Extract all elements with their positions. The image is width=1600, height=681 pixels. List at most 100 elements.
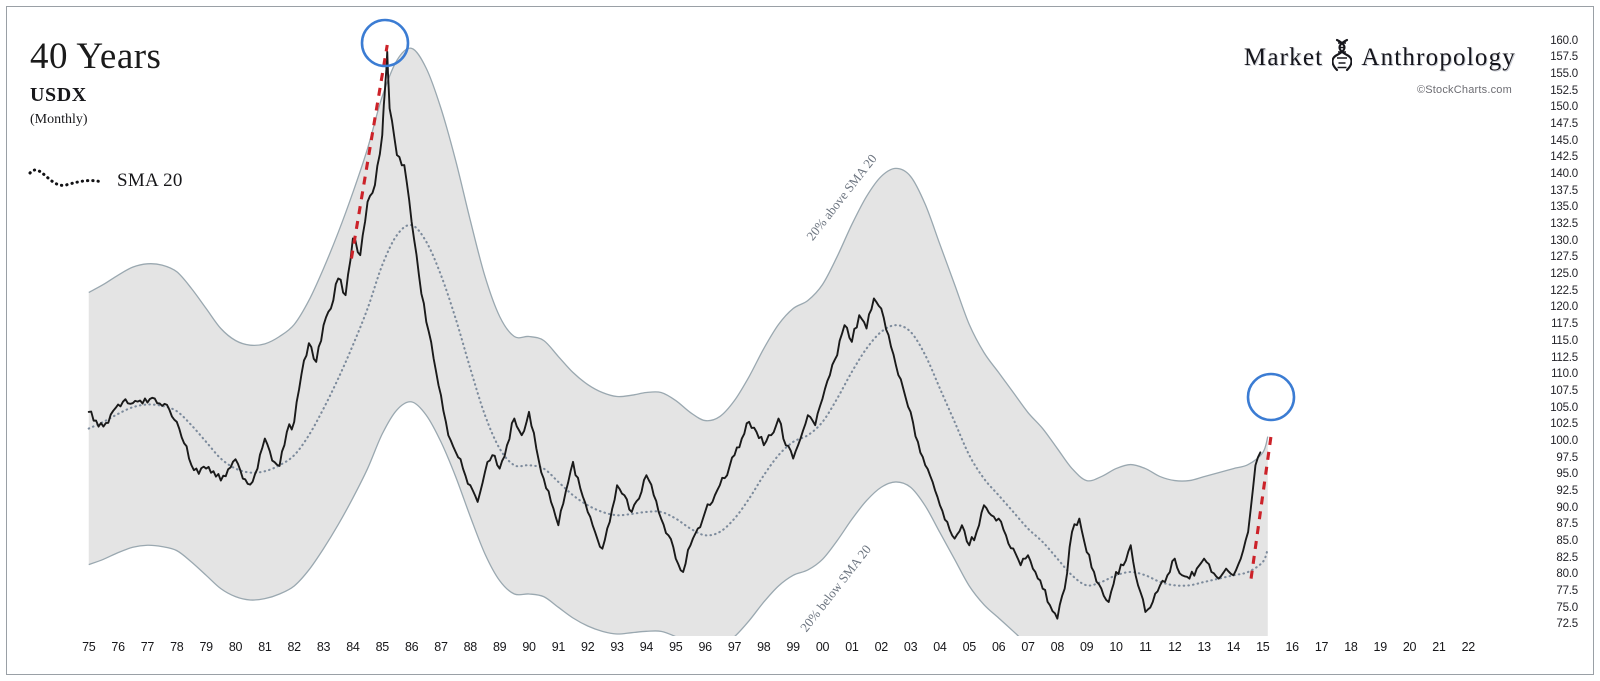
x-axis-tick: 11 <box>1139 640 1152 654</box>
dna-helix-icon <box>1331 38 1353 77</box>
y-axis-tick: 90.0 <box>1556 501 1578 514</box>
x-axis-tick: 22 <box>1461 640 1476 654</box>
y-axis-tick: 97.5 <box>1556 451 1578 464</box>
x-axis-tick: 93 <box>610 640 624 654</box>
y-axis-tick: 87.5 <box>1556 518 1578 531</box>
x-axis-tick: 90 <box>522 640 536 654</box>
x-axis-tick: 10 <box>1109 640 1123 654</box>
x-axis-tick: 81 <box>258 640 272 654</box>
legend-sma-label: SMA 20 <box>117 169 183 191</box>
y-axis-tick: 127.5 <box>1550 251 1578 264</box>
y-axis-tick: 137.5 <box>1550 184 1578 197</box>
y-axis-tick: 112.5 <box>1551 351 1578 364</box>
brand-word-anthropology: Anthropology <box>1361 43 1516 71</box>
y-axis-tick: 157.5 <box>1550 51 1578 64</box>
y-axis-tick: 107.5 <box>1550 384 1578 397</box>
x-axis-tick: 09 <box>1080 640 1094 654</box>
x-axis-tick: 87 <box>434 640 448 654</box>
y-axis-tick: 135.0 <box>1550 201 1578 214</box>
x-axis-tick: 12 <box>1168 640 1182 654</box>
x-axis-tick: 83 <box>316 640 331 654</box>
x-axis-tick: 21 <box>1432 640 1446 654</box>
y-axis-tick: 147.5 <box>1550 118 1578 131</box>
x-axis-tick: 05 <box>962 640 977 654</box>
y-axis-tick: 145.0 <box>1550 134 1578 147</box>
y-axis-tick: 80.0 <box>1556 568 1578 581</box>
x-axis-tick: 97 <box>727 640 742 654</box>
y-axis-tick: 132.5 <box>1550 218 1578 231</box>
x-axis-tick: 06 <box>991 640 1006 654</box>
x-axis-tick: 84 <box>346 640 360 654</box>
rally-2015-circle <box>1246 372 1296 422</box>
x-axis-tick: 03 <box>903 640 918 654</box>
stockcharts-credit: ©StockCharts.com <box>1416 84 1512 96</box>
y-axis-tick: 130.0 <box>1550 234 1578 247</box>
x-axis-tick: 16 <box>1285 640 1299 654</box>
y-axis-tick: 140.0 <box>1550 168 1578 181</box>
y-axis-tick: 150.0 <box>1550 101 1578 114</box>
y-axis: 160.0 157.5 155.0 152.5 150.0 147.5 145.0 142.5… <box>1518 0 1590 681</box>
x-axis-tick: 82 <box>287 640 302 654</box>
y-axis-tick: 75.0 <box>1556 601 1578 614</box>
y-axis-tick: 155.0 <box>1550 68 1578 81</box>
y-axis-tick: 105.0 <box>1550 401 1578 414</box>
x-axis-tick: 08 <box>1050 640 1065 654</box>
y-axis-tick: 142.5 <box>1550 151 1578 164</box>
x-axis-tick: 94 <box>639 640 654 654</box>
x-axis-tick: 01 <box>845 640 859 654</box>
y-axis-tick: 122.5 <box>1550 284 1578 297</box>
y-axis-tick: 115.0 <box>1551 334 1578 347</box>
peak-1985-circle <box>360 18 410 68</box>
brand-word-market: Market <box>1243 43 1324 71</box>
y-axis-tick: 100.0 <box>1550 434 1578 447</box>
x-axis-tick: 95 <box>669 640 683 654</box>
brand-logo: Market Anthrop <box>1244 38 1516 96</box>
x-axis-tick: 77 <box>140 640 155 654</box>
x-axis-tick: 76 <box>111 640 125 654</box>
x-axis-tick: 86 <box>404 640 419 654</box>
x-axis-tick: 85 <box>375 640 390 654</box>
x-axis-tick: 80 <box>228 640 243 654</box>
x-axis-tick: 96 <box>698 640 712 654</box>
x-axis-tick: 88 <box>463 640 478 654</box>
x-axis-tick: 99 <box>786 640 801 654</box>
x-axis-tick: 13 <box>1197 640 1211 654</box>
x-axis-tick: 92 <box>581 640 595 654</box>
y-axis-tick: 72.5 <box>1556 618 1578 631</box>
x-axis-tick: 17 <box>1314 640 1329 654</box>
symbol-label: USDX <box>30 84 87 106</box>
x-axis-tick: 75 <box>82 640 96 654</box>
y-axis-tick: 152.5 <box>1550 84 1578 97</box>
x-axis-tick: 91 <box>551 640 566 654</box>
x-axis-tick: 04 <box>933 640 947 654</box>
y-axis-tick: 117.5 <box>1551 318 1578 331</box>
x-axis-tick: 18 <box>1344 640 1358 654</box>
y-axis-tick: 82.5 <box>1556 551 1578 564</box>
x-axis-tick: 78 <box>170 640 184 654</box>
x-axis-tick: 98 <box>757 640 771 654</box>
x-axis-tick: 15 <box>1256 640 1270 654</box>
y-axis-tick: 95.0 <box>1556 468 1578 481</box>
x-axis-tick: 19 <box>1373 640 1388 654</box>
dotted-wave-icon <box>28 163 104 198</box>
page-title: 40 Years <box>30 36 162 77</box>
x-axis-tick: 02 <box>874 640 889 654</box>
y-axis-tick: 85.0 <box>1556 534 1578 547</box>
title-block: 40 Years USDX (Monthly) <box>30 38 161 128</box>
x-axis-tick: 89 <box>493 640 507 654</box>
x-axis-tick: 00 <box>815 640 830 654</box>
x-axis-tick: 07 <box>1021 640 1035 654</box>
y-axis-tick: 92.5 <box>1556 484 1578 497</box>
x-axis-tick: 14 <box>1226 640 1241 654</box>
chart-legend: SMA 20 <box>28 163 183 198</box>
frequency-label: (Monthly) <box>30 112 88 127</box>
y-axis-tick: 120.0 <box>1550 301 1578 314</box>
y-axis-tick: 77.5 <box>1556 584 1578 597</box>
plot-area: 20% above SMA 20 20% below SMA 20 <box>7 7 1593 674</box>
y-axis-tick: 125.0 <box>1550 268 1578 281</box>
y-axis-tick: 102.5 <box>1550 418 1578 431</box>
y-axis-tick: 110.0 <box>1551 368 1578 381</box>
y-axis-tick: 160.0 <box>1550 34 1578 47</box>
